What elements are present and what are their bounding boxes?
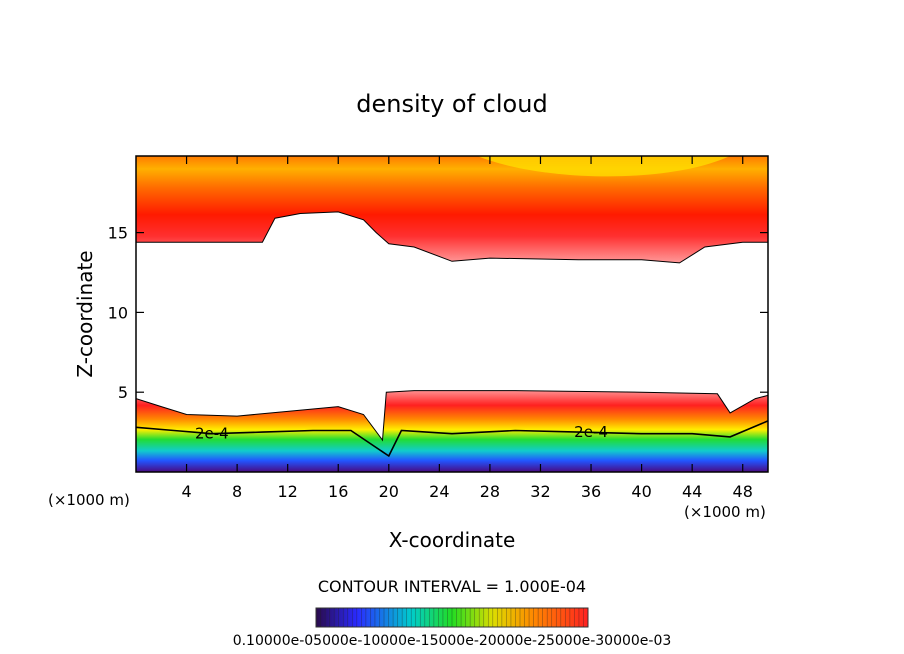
x-axis-label: X-coordinate [389, 528, 516, 552]
x-tick-label: 4 [181, 482, 191, 501]
x-tick-label: 20 [379, 482, 399, 501]
plot-frame [135, 155, 769, 473]
contour-interval: CONTOUR INTERVAL = 1.000E-04 [318, 577, 586, 596]
x-unit-left: (×1000 m) [48, 491, 130, 509]
upper-cloud-layer [136, 156, 768, 263]
x-tick-label: 40 [631, 482, 651, 501]
x-tick-label: 24 [429, 482, 449, 501]
y-tick-marks: 5 10 15 [108, 224, 768, 402]
x-tick-label: 36 [581, 482, 601, 501]
x-tick-marks: 4 8 12 16 20 24 28 32 36 40 44 48 [181, 156, 753, 501]
x-tick-label: 44 [682, 482, 702, 501]
contour-labels: 2e-4 2e-4 [195, 423, 608, 443]
chart-title: density of cloud [356, 90, 547, 118]
x-tick-label: 8 [232, 482, 242, 501]
contour-2e-4 [136, 420, 768, 458]
y-tick-label: 15 [108, 224, 128, 243]
y-tick-label: 5 [118, 383, 128, 402]
x-tick-label: 16 [328, 482, 348, 501]
contour-label: 2e-4 [195, 425, 229, 443]
contour-label: 2e-4 [574, 423, 608, 441]
x-tick-label: 48 [733, 482, 753, 501]
x-unit-right: (×1000 m) [684, 503, 766, 521]
y-axis-label: Z-coordinate [73, 250, 97, 377]
colorbar-stripes [320, 608, 584, 627]
upper-cloud-base-contour [136, 211, 768, 264]
lower-cloud-top-contour [136, 390, 768, 442]
colorbar-label: 0.10000e-05000e-10000e-15000e-20000e-250… [233, 633, 672, 649]
y-tick-label: 10 [108, 303, 128, 322]
x-tick-label: 28 [480, 482, 500, 501]
lower-cloud-layer [136, 390, 768, 472]
x-tick-label: 32 [530, 482, 550, 501]
x-tick-label: 12 [278, 482, 298, 501]
